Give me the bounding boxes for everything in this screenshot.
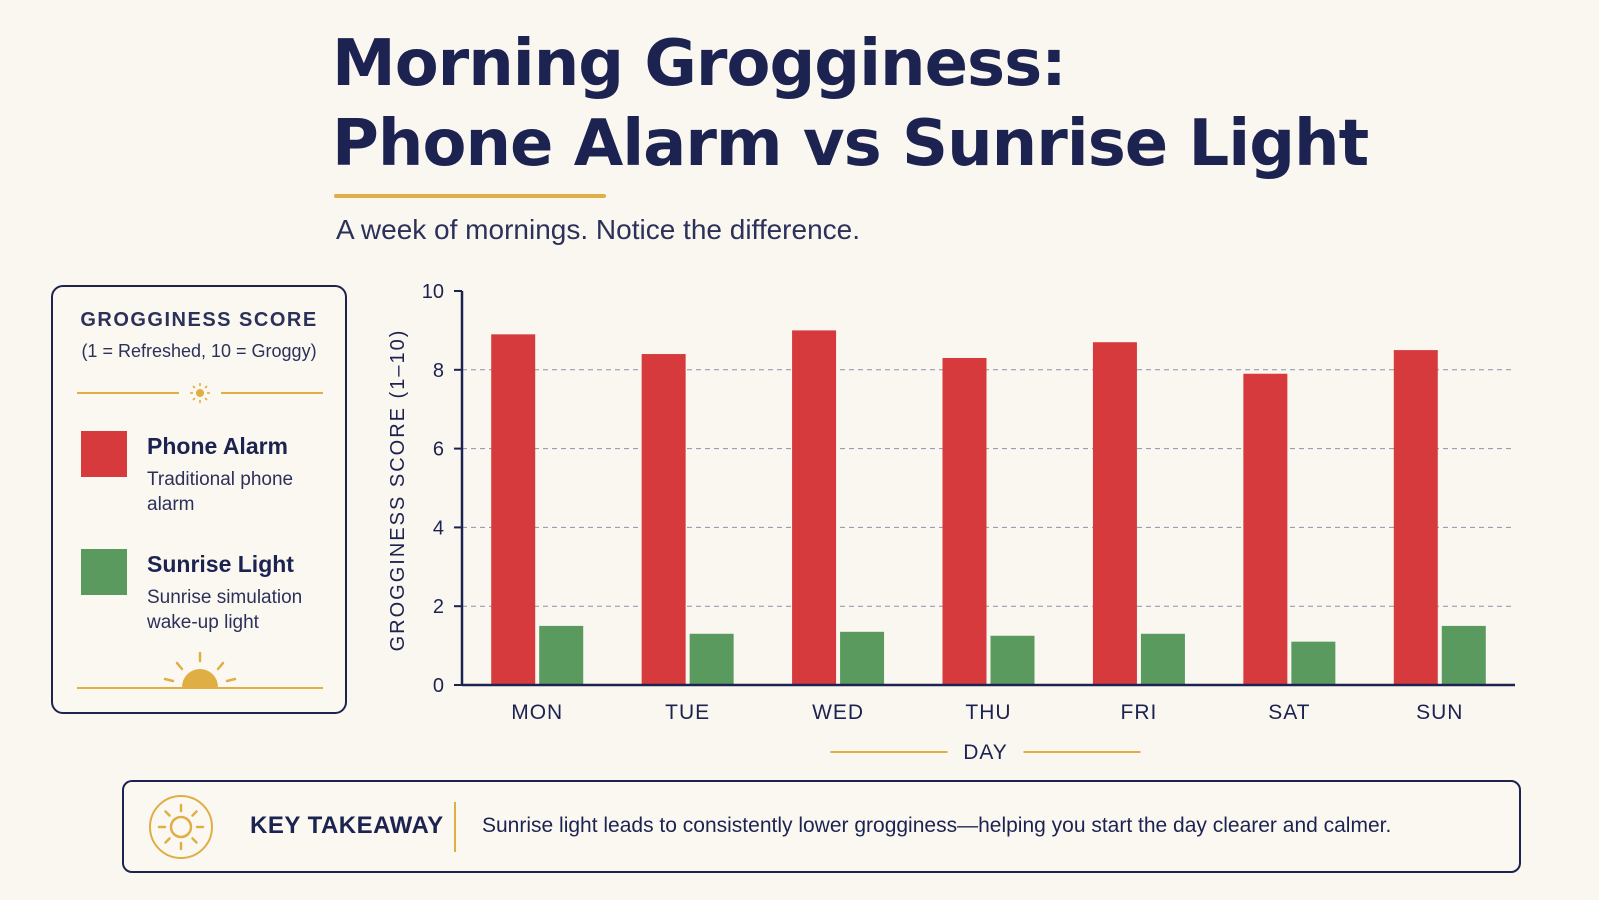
title-line-1: Morning Grogginess: — [332, 27, 1067, 101]
xtick-label-tue: TUE — [665, 701, 710, 724]
key-takeaway-panel: KEY TAKEAWAY Sunrise light leads to cons… — [122, 780, 1521, 873]
bar-phone-alarm-mon — [491, 334, 536, 685]
ytick-label-4: 4 — [433, 517, 444, 539]
bar-phone-alarm-fri — [1092, 342, 1137, 685]
axes — [454, 290, 1515, 687]
ytick-label-0: 0 — [433, 675, 444, 697]
legend-name-phone-alarm: Phone Alarm — [147, 433, 289, 459]
xtick-label-sat: SAT — [1268, 701, 1310, 724]
axis-labels: 0 2 4 6 8 10 MON TUE WED THU FRI SAT SUN GROGGINESS S… — [387, 281, 1463, 764]
takeaway-label: KEY TAKEAWAY — [250, 812, 444, 839]
page-title: Morning Grogginess: Phone Alarm vs Sunri… — [332, 24, 1369, 184]
y-axis-title: GROGGINESS SCORE (1–10) — [387, 329, 409, 652]
xtick-label-wed: WED — [812, 701, 864, 724]
ytick-label-8: 8 — [433, 360, 444, 382]
bars — [491, 330, 1486, 685]
bar-sunrise-light-thu — [990, 635, 1035, 685]
legend-swatch-sunrise-light — [81, 549, 127, 595]
legend-desc-sunrise-light: Sunrise simulation wake-up light — [147, 587, 303, 633]
legend-desc-phone-alarm: Traditional phone alarm — [147, 469, 294, 515]
xtick-label-fri: FRI — [1121, 701, 1158, 724]
bar-phone-alarm-wed — [792, 330, 837, 685]
legend-name-sunrise-light: Sunrise Light — [147, 551, 294, 577]
xtick-label-thu: THU — [965, 701, 1011, 724]
bar-sunrise-light-wed — [840, 631, 885, 685]
title-underline — [334, 194, 606, 198]
grogginess-bar-chart: 0 2 4 6 8 10 MON TUE WED THU FRI SAT SUN GROGGINESS S… — [387, 281, 1515, 764]
takeaway-separator — [454, 802, 456, 852]
sunrise-icon — [77, 651, 323, 689]
xtick-label-mon: MON — [511, 701, 563, 724]
grid-lines — [462, 369, 1515, 607]
bar-sunrise-light-sat — [1291, 641, 1336, 685]
legend-title: GROGGINESS SCORE — [80, 309, 318, 331]
title-line-2: Phone Alarm vs Sunrise Light — [332, 107, 1369, 181]
takeaway-text: Sunrise light leads to consistently lowe… — [482, 814, 1392, 837]
bar-phone-alarm-tue — [641, 354, 686, 685]
bar-phone-alarm-sun — [1393, 350, 1438, 685]
bar-sunrise-light-fri — [1140, 633, 1185, 685]
legend-subtitle: (1 = Refreshed, 10 = Groggy) — [81, 341, 317, 361]
ytick-label-2: 2 — [433, 596, 444, 618]
legend-swatch-phone-alarm — [81, 431, 127, 477]
ytick-label-10: 10 — [422, 281, 444, 303]
bar-phone-alarm-sat — [1243, 373, 1288, 685]
bar-sunrise-light-mon — [539, 625, 584, 685]
x-axis-title: DAY — [963, 741, 1008, 764]
legend-panel: GROGGINESS SCORE (1 = Refreshed, 10 = Gr… — [51, 285, 347, 714]
ytick-label-6: 6 — [433, 439, 444, 461]
sun-icon — [149, 795, 213, 859]
bar-sunrise-light-sun — [1441, 625, 1486, 685]
subtitle: A week of mornings. Notice the differenc… — [336, 214, 860, 245]
xtick-label-sun: SUN — [1416, 701, 1463, 724]
bar-sunrise-light-tue — [689, 633, 734, 685]
bar-phone-alarm-thu — [942, 357, 987, 685]
sun-divider-icon — [77, 383, 323, 403]
